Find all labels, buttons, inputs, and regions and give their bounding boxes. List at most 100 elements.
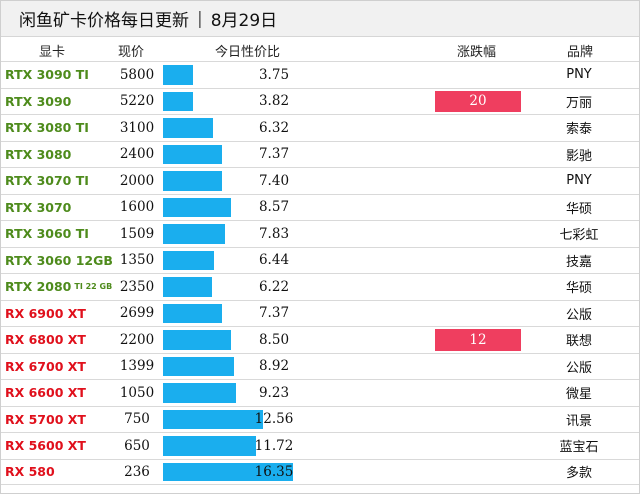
ratio-bar xyxy=(163,144,222,164)
header-brand: 品牌 xyxy=(567,45,594,60)
gpu-model: RX 5700 XT xyxy=(5,411,86,427)
gpu-name: RTX 3070 TI xyxy=(5,168,89,194)
brand-name: 微星 xyxy=(565,387,592,403)
gpu-name: RX 6800 XT xyxy=(5,327,86,353)
gpu-model: RTX 3090 TI xyxy=(5,67,89,83)
gpu-name: RX 6700 XT xyxy=(5,354,86,380)
table-row: RX 5600 XT 650 11.72 蓝宝石 xyxy=(1,432,639,459)
table-row: RTX 3090 TI 5800 3.75 PNY xyxy=(1,61,639,88)
gpu-name: RTX 3090 TI xyxy=(5,62,89,88)
ratio-cell: 6.44 xyxy=(163,248,413,274)
ratio-value: 6.22 xyxy=(258,278,290,295)
gpu-model: RTX 3070 TI xyxy=(5,173,89,189)
ratio-cell: 7.37 xyxy=(163,142,413,168)
brand-name: PNY xyxy=(566,67,592,83)
ratio-cell: 6.22 xyxy=(163,274,413,300)
gpu-name: RX 6900 XT xyxy=(5,301,86,327)
table-row: RX 6900 XT 2699 7.37 公版 xyxy=(1,299,639,327)
page-title: 闲鱼矿卡价格每日更新 xyxy=(19,11,189,31)
ratio-bar xyxy=(163,383,237,403)
price-value: 236 xyxy=(124,463,150,480)
gpu-name: RTX 3060 TI xyxy=(5,221,89,247)
ratio-bar xyxy=(163,65,193,85)
table-row: RX 580 236 16.35 多款 xyxy=(1,458,639,485)
price-value: 5220 xyxy=(119,93,155,110)
price-value: 650 xyxy=(124,437,150,454)
ratio-cell: 7.83 xyxy=(163,221,413,247)
ratio-bar xyxy=(163,250,215,270)
ratio-value: 8.57 xyxy=(258,199,290,216)
ratio-cell: 16.35 xyxy=(163,460,413,485)
change-badge: 20 xyxy=(435,90,521,112)
table-row: RTX 3060 12GB 1350 6.44 技嘉 xyxy=(1,246,639,274)
gpu-model: RX 6800 XT xyxy=(5,332,86,348)
ratio-cell: 6.32 xyxy=(163,115,413,141)
table-row: RTX 3060 TI 1509 7.83 七彩虹 xyxy=(1,220,639,247)
table-row: RTX 3090 5220 3.82 20 万丽 xyxy=(1,87,639,115)
ratio-bar xyxy=(163,171,222,191)
gpu-name: RTX 3060 12GB xyxy=(5,248,113,274)
gpu-name: RTX 3080 xyxy=(5,142,71,168)
brand-name: PNY xyxy=(566,173,592,189)
brand-name: 讯景 xyxy=(565,413,592,429)
ratio-bar xyxy=(163,436,257,456)
price-value: 2350 xyxy=(119,278,155,295)
price-value: 2000 xyxy=(119,172,155,189)
ratio-cell: 3.75 xyxy=(163,62,413,88)
price-value: 1399 xyxy=(119,358,155,375)
gpu-name: RX 5700 XT xyxy=(5,407,86,433)
gpu-model: RTX 3080 TI xyxy=(5,120,89,136)
price-value: 5800 xyxy=(119,66,155,83)
gpu-model: RTX 3060 TI xyxy=(5,226,89,242)
brand-name: 公版 xyxy=(565,307,592,323)
ratio-bar xyxy=(163,224,226,244)
header-ratio: 今日性价比 xyxy=(215,45,281,60)
brand-name: 万丽 xyxy=(565,95,592,111)
gpu-model: RTX 3090 xyxy=(5,93,72,109)
brand-name: 蓝宝石 xyxy=(559,440,599,456)
ratio-bar xyxy=(163,118,214,138)
ratio-value: 7.83 xyxy=(258,225,290,242)
ratio-bar xyxy=(163,462,293,481)
header-gpu: 显卡 xyxy=(39,45,66,60)
table-row: RTX 2080 TI 22 GB 2350 6.22 华硕 xyxy=(1,273,639,300)
brand-name: 华硕 xyxy=(565,201,592,217)
ratio-value: 3.75 xyxy=(258,66,290,83)
price-value: 2699 xyxy=(119,305,155,322)
header-price: 现价 xyxy=(118,45,145,60)
ratio-value: 12.56 xyxy=(254,411,294,428)
ratio-value: 11.72 xyxy=(254,437,294,454)
gpu-name: RX 580 xyxy=(5,460,55,485)
ratio-value: 9.23 xyxy=(258,384,290,401)
table-row: RX 6700 XT 1399 8.92 公版 xyxy=(1,352,639,380)
ratio-cell: 8.92 xyxy=(163,354,413,380)
price-value: 2200 xyxy=(119,331,155,348)
ratio-cell: 8.50 xyxy=(163,327,413,353)
ratio-value: 7.37 xyxy=(258,305,290,322)
ratio-bar xyxy=(163,303,222,323)
ratio-bar xyxy=(163,197,232,217)
ratio-bar xyxy=(163,356,234,376)
ratio-bar xyxy=(163,409,263,429)
ratio-cell: 11.72 xyxy=(163,433,413,459)
brand-name: 公版 xyxy=(565,360,592,376)
price-value: 1509 xyxy=(119,225,155,242)
gpu-variant: TI 22 GB xyxy=(74,282,113,292)
brand-name: 七彩虹 xyxy=(559,228,599,244)
table-body: RTX 3090 TI 5800 3.75 PNY RTX 3090 5220 3.82 20… xyxy=(1,61,639,485)
header-change: 涨跌幅 xyxy=(457,45,497,60)
ratio-cell: 7.40 xyxy=(163,168,413,194)
brand-name: 联想 xyxy=(565,334,592,350)
table-row: RTX 3070 1600 8.57 华硕 xyxy=(1,193,639,221)
ratio-cell: 3.82 xyxy=(163,89,413,115)
price-value: 1600 xyxy=(119,199,155,216)
ratio-cell: 7.37 xyxy=(163,301,413,327)
ratio-value: 16.35 xyxy=(254,463,294,480)
table-row: RTX 3080 TI 3100 6.32 索泰 xyxy=(1,114,639,141)
ratio-value: 8.92 xyxy=(258,358,290,375)
title-date: 8月29日 xyxy=(210,11,278,31)
gpu-name: RX 5600 XT xyxy=(5,433,86,459)
gpu-name: RTX 3070 xyxy=(5,195,71,221)
brand-name: 华硕 xyxy=(565,281,592,297)
